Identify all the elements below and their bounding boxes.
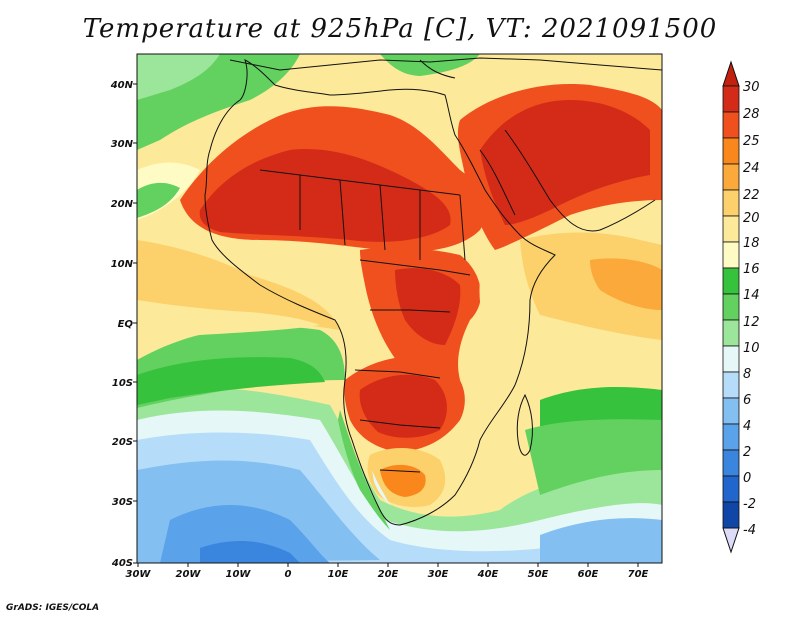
colorbar-label: 2	[743, 445, 751, 460]
colorbar-segment	[722, 371, 740, 399]
colorbar-segment	[722, 319, 740, 347]
lon-label: 0	[285, 569, 292, 580]
colorbar-label: 28	[743, 107, 760, 122]
lat-labels: 40N 30N 20N 10N EQ 10S 20S 30S 40S	[110, 80, 134, 569]
lat-label: 30S	[112, 497, 133, 508]
coastline-borders	[204, 57, 662, 526]
colorbar-label: -4	[743, 523, 756, 538]
colorbar-label: 20	[743, 211, 760, 226]
colorbar-segment	[722, 345, 740, 373]
colorbar-segment	[722, 267, 740, 295]
colorbar-segment	[722, 137, 740, 165]
lon-label: 10W	[226, 569, 252, 580]
colorbar-labels: 30 28 25 24 22 20 18 16 14 12 10 8 6 4 2…	[743, 80, 760, 538]
lon-label: 10E	[328, 569, 349, 580]
colorbar-segment	[722, 85, 740, 113]
colorbar-under-triangle	[722, 527, 740, 554]
colorbar-segment	[722, 423, 740, 451]
colorbar-segment	[722, 449, 740, 477]
colorbar-label: 0	[743, 471, 751, 486]
colorbar-segment	[722, 293, 740, 321]
lon-label: 50E	[528, 569, 549, 580]
colorbar-label: 12	[743, 315, 760, 330]
lat-label: 30N	[111, 139, 134, 150]
map-title: Temperature at 925hPa [C], VT: 202109150…	[82, 14, 718, 44]
credit-text: GrADS: IGES/COLA	[6, 603, 100, 613]
colorbar-segment	[722, 189, 740, 217]
lon-label: 60E	[578, 569, 599, 580]
colorbar-segment	[722, 397, 740, 425]
lat-label: 10S	[112, 378, 133, 389]
lat-label: 20N	[111, 199, 134, 210]
colorbar-segment	[722, 111, 740, 139]
lat-label: EQ	[118, 319, 134, 330]
colorbar-segment	[722, 215, 740, 243]
colorbar-label: 24	[743, 161, 760, 176]
plot-frame	[136, 53, 663, 564]
temperature-field	[137, 54, 662, 563]
lat-label: 20S	[112, 437, 133, 448]
colorbar-label: 10	[743, 341, 760, 356]
colorbar-label: 16	[743, 262, 760, 277]
lon-label: 20E	[378, 569, 399, 580]
colorbar-label: 22	[743, 188, 760, 203]
colorbar-label: 4	[743, 419, 751, 434]
lon-labels: 30W 20W 10W 0 10E 20E 30E 40E 50E 60E 70…	[126, 569, 649, 580]
lat-label: 40N	[110, 80, 134, 91]
colorbar-segment	[722, 163, 740, 191]
colorbar-segment	[722, 241, 740, 269]
colorbar	[722, 60, 740, 554]
lon-label: 30W	[126, 569, 152, 580]
colorbar-label: 14	[743, 288, 760, 303]
lat-label: 40S	[111, 558, 133, 569]
colorbar-over-triangle	[722, 60, 740, 87]
lat-label: 10N	[111, 259, 134, 270]
lon-label: 40E	[477, 569, 499, 580]
colorbar-label: -2	[743, 497, 756, 512]
colorbar-segment	[722, 475, 740, 503]
lon-label: 70E	[628, 569, 649, 580]
lon-label: 30E	[428, 569, 449, 580]
colorbar-segment	[722, 501, 740, 529]
colorbar-label: 25	[743, 134, 760, 149]
colorbar-label: 30	[743, 80, 760, 95]
colorbar-label: 6	[743, 393, 751, 408]
lon-label: 20W	[176, 569, 202, 580]
colorbar-label: 18	[743, 236, 760, 251]
tick-marks	[133, 83, 639, 567]
colorbar-label: 8	[743, 367, 751, 382]
